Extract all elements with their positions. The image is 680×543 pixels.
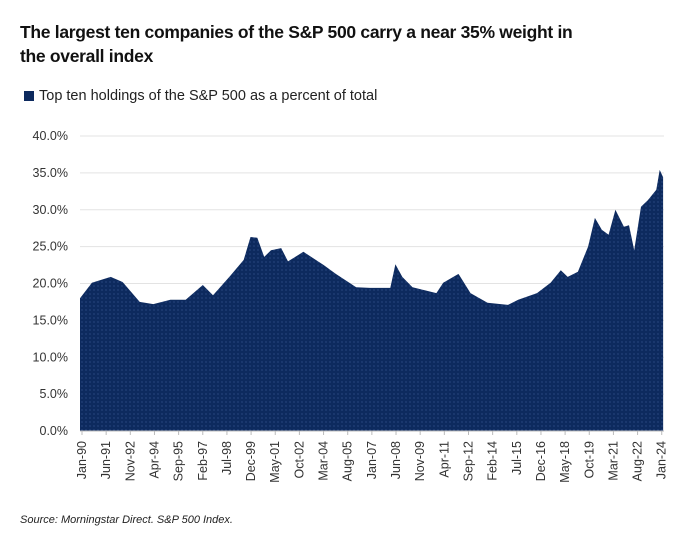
x-tick-label: Feb-97 [196, 441, 210, 481]
area-series [80, 169, 664, 431]
x-tick-label: Nov-09 [413, 441, 427, 481]
x-tick-label: Aug-05 [341, 441, 355, 481]
x-tick-label: Dec-16 [534, 441, 548, 481]
x-tick-label: Dec-99 [244, 441, 258, 481]
source-note: Source: Morningstar Direct. S&P 500 Inde… [20, 514, 233, 526]
y-tick-label: 10.0% [33, 350, 68, 364]
x-tick-label: Sep-95 [172, 441, 186, 481]
x-tick-label: Jun-91 [99, 441, 113, 479]
x-tick-label: Sep-12 [461, 441, 475, 481]
y-tick-label: 0.0% [40, 424, 69, 438]
y-tick-label: 20.0% [33, 277, 68, 291]
x-tick-label: Jan-24 [655, 441, 669, 479]
y-tick-label: 40.0% [33, 129, 68, 143]
x-tick-label: Oct-02 [292, 441, 306, 479]
x-tick-label: Mar-21 [606, 441, 620, 481]
chart-title: The largest ten companies of the S&P 500… [20, 22, 573, 66]
x-tick-label: Jun-08 [389, 441, 403, 479]
x-tick-label: Aug-22 [631, 441, 645, 481]
x-tick-label: Oct-19 [582, 441, 596, 479]
x-tick-label: Jan-90 [75, 441, 89, 479]
x-tick-label: Jan-07 [365, 441, 379, 479]
x-tick-label: Mar-04 [317, 441, 331, 481]
y-tick-label: 5.0% [40, 387, 69, 401]
x-tick-label: Nov-92 [123, 441, 137, 481]
y-tick-label: 30.0% [33, 203, 68, 217]
legend-swatch [24, 91, 34, 101]
legend: Top ten holdings of the S&P 500 as a per… [24, 88, 377, 104]
legend-label: Top ten holdings of the S&P 500 as a per… [39, 88, 378, 104]
x-tick-label: Feb-14 [486, 441, 500, 481]
x-tick-label: Jul-98 [220, 441, 234, 475]
x-tick-label: May-18 [558, 441, 572, 483]
y-tick-label: 15.0% [33, 313, 68, 327]
x-tick-label: May-01 [268, 441, 282, 483]
y-tick-label: 25.0% [33, 240, 68, 254]
x-tick-label: Apr-11 [437, 441, 451, 478]
x-tick-label: Apr-94 [147, 441, 161, 479]
x-tick-label: Jul-15 [510, 441, 524, 475]
y-tick-label: 35.0% [33, 166, 68, 180]
